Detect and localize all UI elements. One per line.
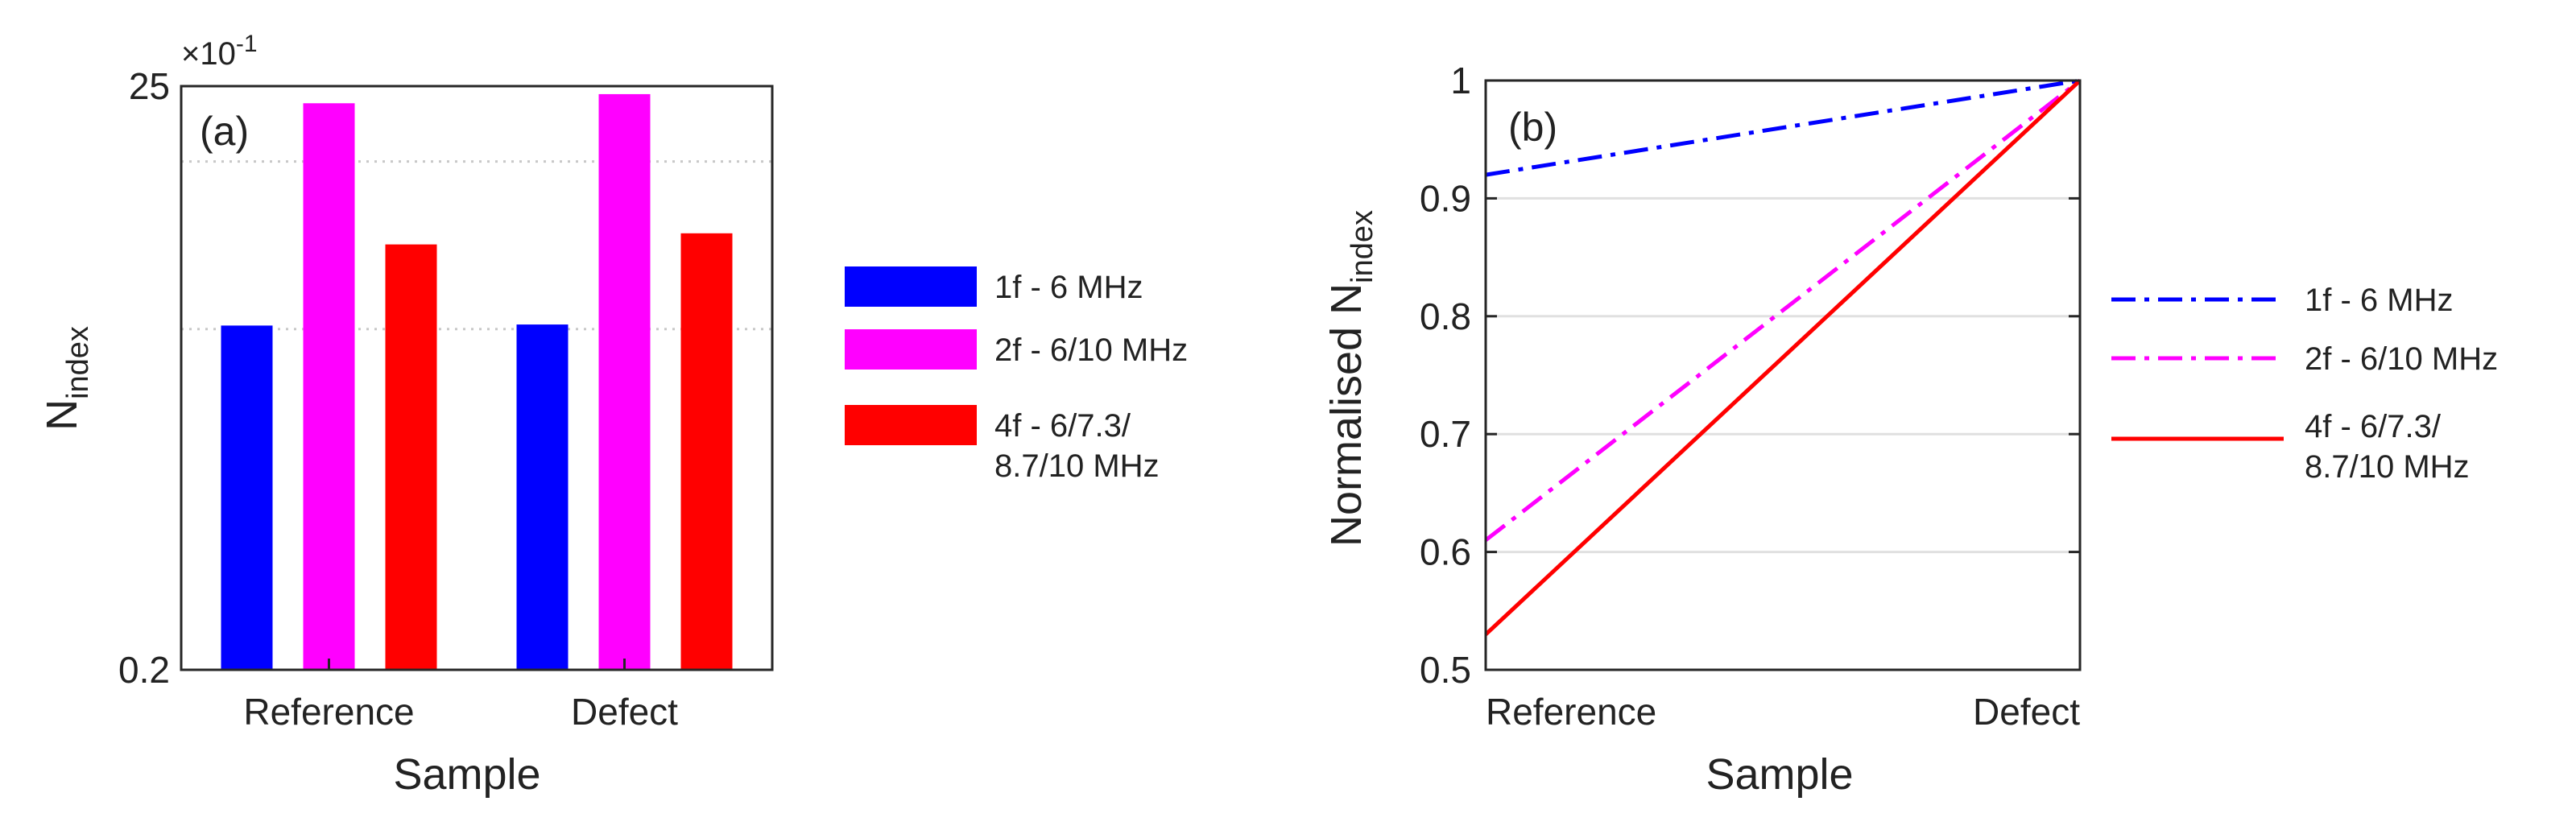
- bar: [598, 93, 651, 671]
- legend-label: 1f - 6 MHz: [2305, 283, 2453, 318]
- legend-swatch: [845, 329, 977, 370]
- y-tick-label: 0.2: [118, 649, 170, 691]
- series-line: [1484, 79, 2082, 542]
- line-chart-plot-frame: [1484, 79, 2082, 671]
- y-tick-label: 0.5: [1420, 649, 1471, 691]
- y-tick-label: 0.7: [1420, 413, 1471, 455]
- bar-chart-panel: 0.2 25 Reference Defect ×10-1 (a) Sample N…: [38, 31, 1188, 799]
- bar-chart-plot-frame: [180, 85, 774, 671]
- series-line: [1485, 78, 2081, 177]
- x-tick-label: Defect: [1973, 691, 2080, 733]
- bar: [385, 244, 437, 670]
- bar-chart-y-multiplier: ×10-1: [181, 31, 258, 72]
- x-tick-label: Reference: [243, 691, 414, 733]
- legend-label: 2f - 6/10 MHz: [2305, 341, 2498, 377]
- bar-chart-x-axis-label: Sample: [393, 750, 540, 799]
- legend-label: 8.7/10 MHz: [2305, 449, 2470, 485]
- bar: [516, 324, 569, 670]
- line-chart-y-axis-label: Normalised Nindex: [1322, 210, 1379, 547]
- y-tick-label: 1: [1450, 60, 1471, 101]
- bar-chart-y-axis-label: Nindex: [38, 326, 95, 431]
- x-tick-label: Reference: [1486, 691, 1656, 733]
- legend-label: 4f - 6/7.3/: [994, 408, 1131, 444]
- bar-chart-y-ticks: 0.2 25: [118, 65, 772, 691]
- line-chart-legend: 1f - 6 MHz 2f - 6/10 MHz 4f - 6/7.3/8.7/10…: [2111, 283, 2498, 485]
- bar: [303, 103, 355, 671]
- bar-chart-x-ticks: Reference Defect: [243, 659, 678, 733]
- line-chart-gridlines: [1486, 196, 2080, 554]
- legend-label: 2f - 6/10 MHz: [994, 332, 1188, 368]
- legend-swatch: [845, 266, 977, 307]
- line-chart-y-ticks: 0.5 0.6 0.7 0.8 0.9 1: [1420, 60, 2080, 691]
- legend-label: 4f - 6/7.3/: [2305, 409, 2442, 444]
- line-chart-x-axis-label: Sample: [1706, 750, 1853, 799]
- bar-chart-gridlines: [181, 160, 772, 331]
- legend-label: 8.7/10 MHz: [994, 448, 1160, 484]
- y-tick-label: 25: [129, 65, 170, 107]
- line-chart-panel: 0.5 0.6 0.7 0.8 0.9 1 Reference Defect (b) Sam…: [1322, 60, 2498, 799]
- y-tick-label: 0.9: [1420, 177, 1471, 219]
- line-chart-x-ticks: Reference Defect: [1484, 659, 2082, 733]
- x-tick-label: Defect: [571, 691, 678, 733]
- bar-chart-panel-label: (a): [200, 109, 249, 154]
- bar: [680, 233, 733, 671]
- y-tick-label: 0.8: [1420, 295, 1471, 337]
- bar-chart-bars: [221, 93, 733, 671]
- series-line: [1484, 79, 2082, 636]
- line-chart-series: [1484, 78, 2082, 636]
- bar: [221, 325, 273, 670]
- legend-label: 1f - 6 MHz: [994, 270, 1143, 305]
- bar-chart-legend: 1f - 6 MHz 2f - 6/10 MHz 4f - 6/7.3/8.7/10…: [845, 266, 1188, 484]
- line-chart-panel-label: (b): [1508, 105, 1557, 150]
- y-tick-label: 0.6: [1420, 531, 1471, 573]
- legend-swatch: [845, 405, 977, 445]
